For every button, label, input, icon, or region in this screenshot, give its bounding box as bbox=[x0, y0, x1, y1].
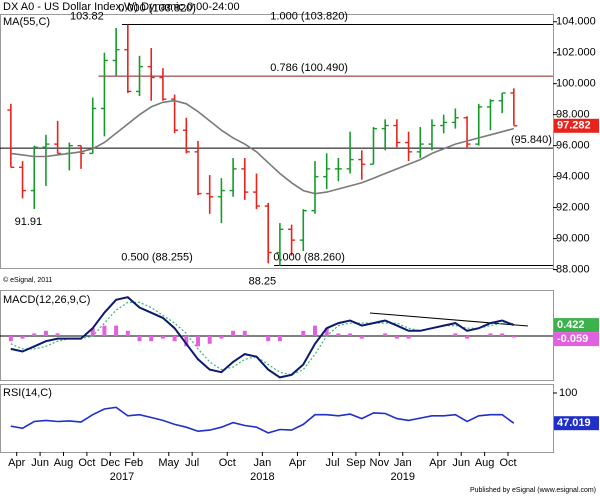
histogram-bar bbox=[324, 328, 329, 336]
x-tick-label: Sep bbox=[346, 457, 366, 469]
histogram-bar bbox=[184, 336, 189, 347]
year-label: 2018 bbox=[250, 471, 274, 483]
annotation: 0.500 (88.255) bbox=[121, 252, 193, 264]
histogram-bar bbox=[231, 330, 236, 336]
x-tick-label: Jun bbox=[31, 457, 49, 469]
histogram-bar bbox=[102, 325, 107, 336]
annotation: 0.000 (88.260) bbox=[273, 251, 345, 263]
macd-line bbox=[10, 296, 515, 379]
x-tick-label: Nov bbox=[370, 457, 390, 469]
histogram-bar bbox=[32, 333, 37, 336]
y-tick-label: 94.000 bbox=[556, 171, 590, 183]
annotation: 1.000 (103.820) bbox=[270, 10, 348, 22]
y-tick-label: 92.000 bbox=[556, 202, 590, 214]
histogram-bar bbox=[312, 325, 317, 336]
histogram-bar bbox=[207, 336, 212, 344]
rsi-value-label: 47.019 bbox=[557, 417, 591, 429]
histogram-bar bbox=[160, 336, 165, 339]
histogram-bar bbox=[488, 333, 493, 336]
y-tick-label: 88.000 bbox=[556, 263, 590, 275]
histogram-bar bbox=[172, 336, 177, 342]
histogram-bar bbox=[277, 336, 282, 342]
histogram-bar bbox=[149, 336, 154, 342]
x-tick-label: Aug bbox=[54, 457, 74, 469]
x-tick-label: Oct bbox=[219, 457, 236, 469]
histogram-bar bbox=[114, 325, 119, 336]
year-label: 2017 bbox=[110, 471, 134, 483]
last-price-label: 97.282 bbox=[557, 120, 591, 132]
histogram-bar bbox=[90, 328, 95, 336]
histogram-bar bbox=[8, 336, 13, 342]
footer: Published by eSignal (www.esignal.com) bbox=[470, 487, 596, 494]
histogram-bar bbox=[301, 330, 306, 336]
y-tick-label: 102.000 bbox=[556, 47, 596, 59]
x-tick-label: Apr bbox=[429, 457, 446, 469]
histogram-bar bbox=[242, 330, 247, 336]
histogram-bar bbox=[196, 336, 201, 347]
histogram-bar bbox=[383, 333, 388, 336]
x-tick-label: Jun bbox=[452, 457, 470, 469]
rsi-panel bbox=[0, 384, 554, 453]
price-panel bbox=[0, 14, 554, 269]
histogram-bar bbox=[500, 333, 505, 336]
macd-value-label: 0.422 bbox=[557, 319, 585, 331]
chart-title: DX A0 - US Dollar Index,W) Dynamic,0:00-… bbox=[3, 1, 240, 13]
histogram-bar bbox=[453, 333, 458, 336]
histogram-value-label: -0.059 bbox=[557, 333, 588, 345]
histogram-value-box bbox=[554, 332, 599, 347]
x-tick-label: Apr bbox=[8, 457, 25, 469]
annotation: 0.786 (100.490) bbox=[270, 62, 348, 74]
x-tick-label: Apr bbox=[289, 457, 306, 469]
rsi-value-box bbox=[554, 416, 599, 431]
source: © eSignal, 2011 bbox=[3, 276, 53, 284]
annotation: 0.000 (103.820) bbox=[118, 2, 196, 14]
x-tick-label: Oct bbox=[78, 457, 95, 469]
annotation: 103.82 bbox=[70, 10, 104, 22]
y-tick-label: 104.000 bbox=[556, 16, 596, 28]
x-tick-label: Oct bbox=[499, 457, 516, 469]
y-tick-label: 98.000 bbox=[556, 109, 590, 121]
macd-trendline bbox=[369, 312, 529, 327]
ma-legend: MA(55,C) bbox=[3, 16, 50, 28]
y-tick-label: 100 bbox=[559, 387, 577, 399]
y-tick-label: 90.000 bbox=[556, 232, 590, 244]
x-tick-label: Jan bbox=[394, 457, 412, 469]
histogram-bar bbox=[465, 336, 470, 339]
histogram-bar bbox=[219, 336, 224, 339]
macd-value-box bbox=[554, 318, 599, 333]
x-tick-label: May bbox=[158, 457, 179, 469]
x-tick-label: Feb bbox=[124, 457, 143, 469]
histogram-bar bbox=[394, 336, 399, 339]
y-tick-label: 100.000 bbox=[556, 78, 596, 90]
histogram-bar bbox=[511, 336, 516, 338]
histogram-bar bbox=[406, 336, 411, 339]
histogram-bar bbox=[348, 333, 353, 336]
rsi-line bbox=[10, 406, 515, 434]
histogram-bar bbox=[43, 330, 48, 336]
x-tick-label: Jul bbox=[326, 457, 340, 469]
histogram-bar bbox=[55, 333, 60, 336]
last-price-box bbox=[554, 118, 599, 133]
x-tick-label: Jul bbox=[185, 457, 199, 469]
histogram-bar bbox=[125, 330, 130, 336]
annotation: (95.840) bbox=[511, 134, 552, 146]
histogram-bar bbox=[20, 336, 25, 339]
year-label: 2019 bbox=[390, 471, 414, 483]
histogram-bar bbox=[336, 333, 341, 336]
histogram-bar bbox=[359, 336, 364, 339]
x-tick-label: Dec bbox=[100, 457, 120, 469]
ma-line bbox=[10, 99, 515, 195]
y-tick-label: 96.000 bbox=[556, 140, 590, 152]
indicator-title: MACD(12,26,9,C) bbox=[3, 294, 90, 306]
x-tick-label: Aug bbox=[475, 457, 495, 469]
indicator-title: RSI(14,C) bbox=[3, 387, 52, 399]
annotation: 91.91 bbox=[15, 216, 43, 228]
x-tick-label: Jan bbox=[253, 457, 271, 469]
annotation: 88.25 bbox=[249, 276, 277, 288]
histogram-bar bbox=[266, 336, 271, 342]
histogram-bar bbox=[137, 336, 142, 342]
